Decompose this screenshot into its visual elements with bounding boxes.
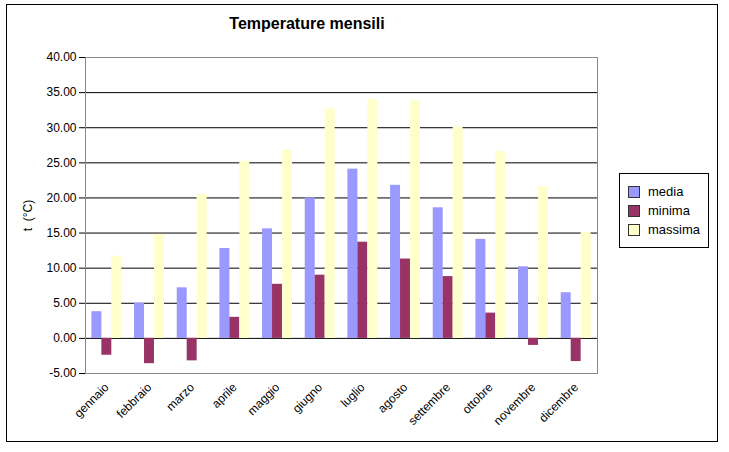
svg-text:febbraio: febbraio xyxy=(114,380,155,421)
svg-text:15.00: 15.00 xyxy=(46,226,76,240)
svg-text:gennaio: gennaio xyxy=(72,380,112,420)
svg-text:giugno: giugno xyxy=(290,380,326,416)
svg-text:t (°C): t (°C) xyxy=(21,200,35,231)
svg-text:ottobre: ottobre xyxy=(459,380,496,417)
svg-text:20.00: 20.00 xyxy=(46,191,76,205)
svg-text:agosto: agosto xyxy=(375,380,411,416)
svg-text:marzo: marzo xyxy=(164,380,198,414)
html-text:Temperature mensili: Temperature mensili xyxy=(229,15,385,32)
svg-text:0.00: 0.00 xyxy=(53,331,77,345)
html-text:media: media xyxy=(648,184,684,199)
svg-text:35.00: 35.00 xyxy=(46,85,76,99)
svg-text:-5.00: -5.00 xyxy=(49,366,77,380)
svg-text:dicembre: dicembre xyxy=(536,380,581,425)
svg-text:aprile: aprile xyxy=(209,380,240,411)
svg-text:25.00: 25.00 xyxy=(46,156,76,170)
svg-text:40.00: 40.00 xyxy=(46,50,76,64)
svg-text:30.00: 30.00 xyxy=(46,121,76,135)
svg-text:novembre: novembre xyxy=(491,380,539,428)
html-text:massima: massima xyxy=(648,222,700,237)
svg-text:luglio: luglio xyxy=(338,380,368,410)
svg-text:settembre: settembre xyxy=(405,380,453,428)
svg-text:10.00: 10.00 xyxy=(46,261,76,275)
html-text:minima: minima xyxy=(648,203,690,218)
svg-text:5.00: 5.00 xyxy=(53,296,77,310)
svg-text:maggio: maggio xyxy=(245,380,283,418)
